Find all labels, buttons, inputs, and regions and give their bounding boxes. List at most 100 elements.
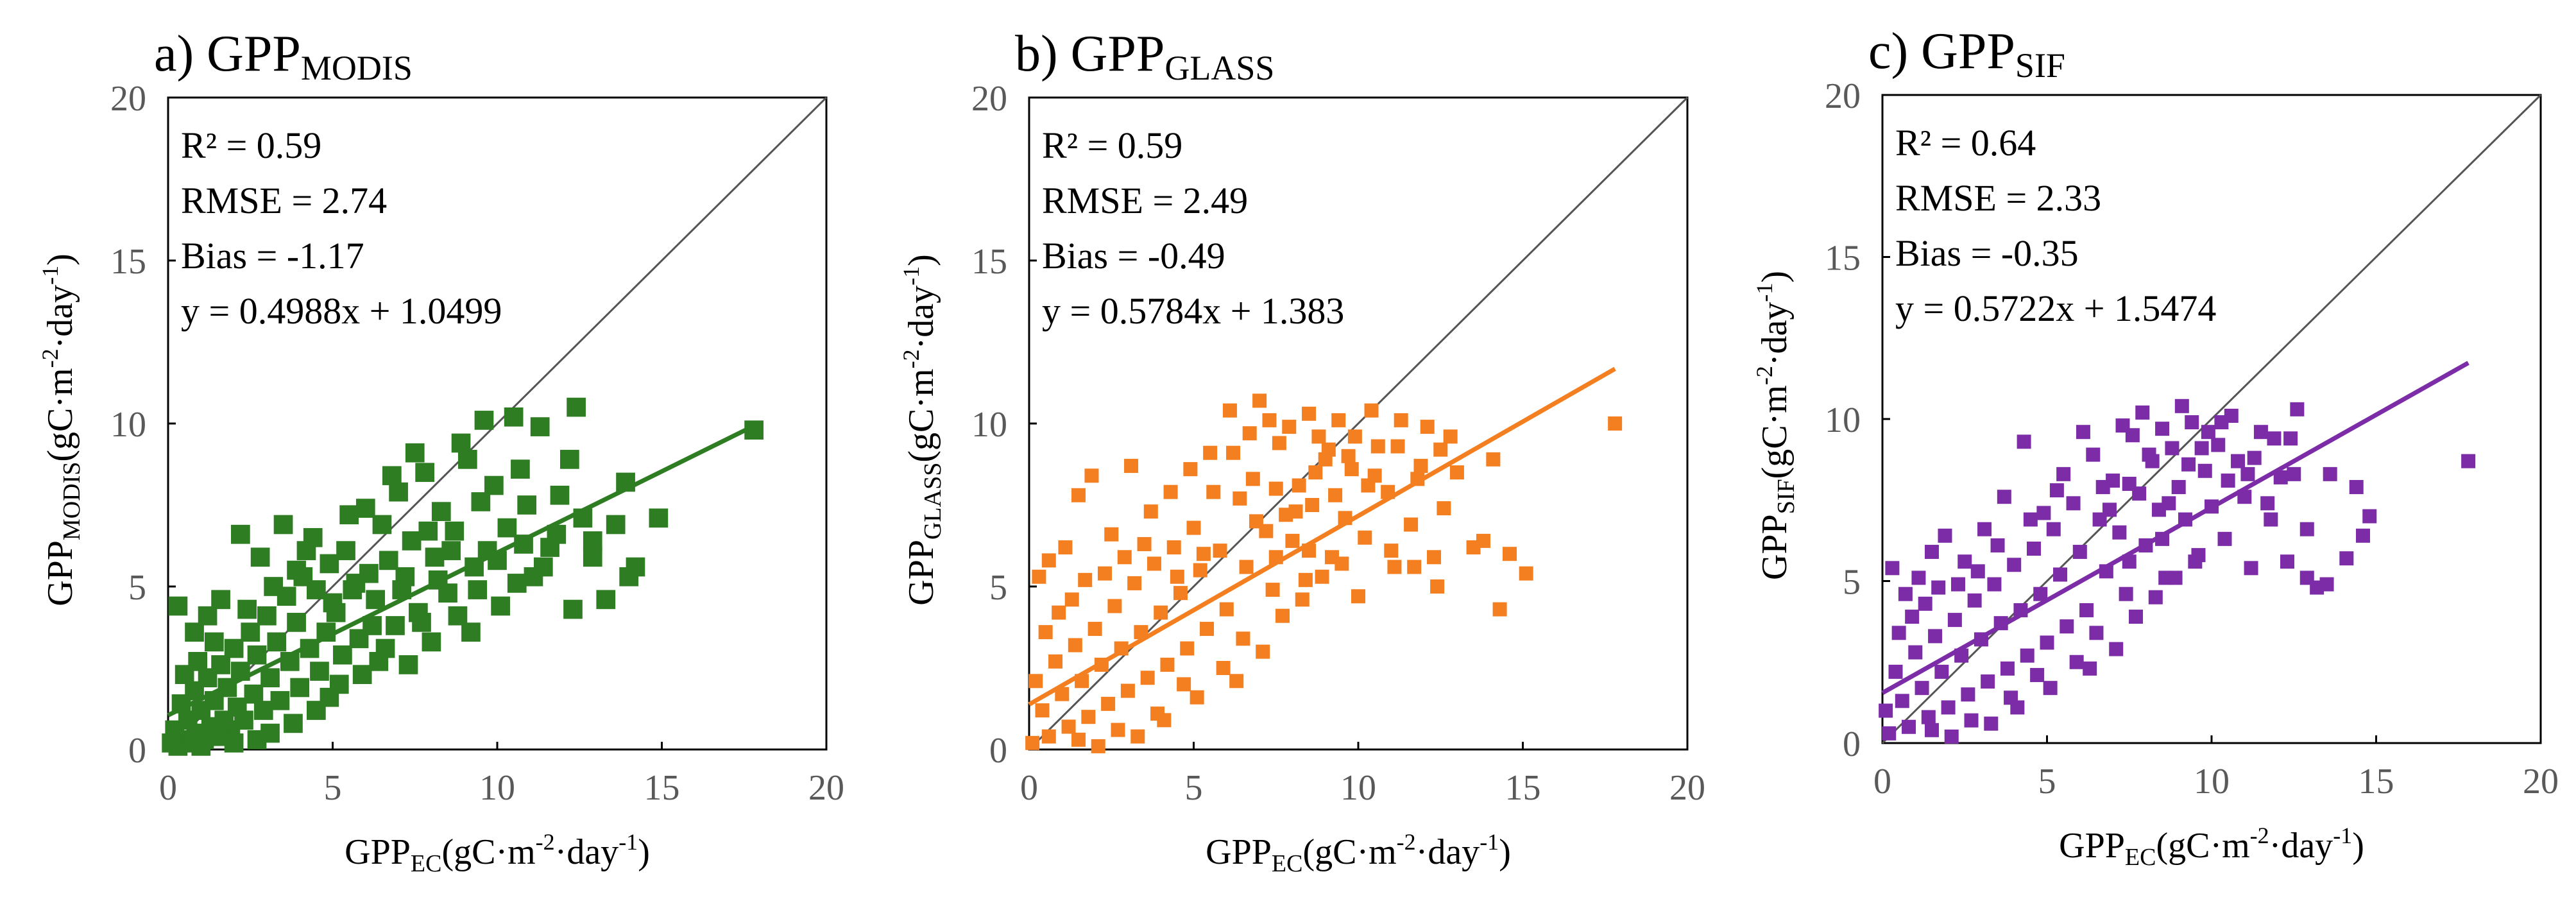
data-point — [1347, 429, 1362, 444]
data-point — [2267, 431, 2282, 446]
x-tick-label: 0 — [1873, 762, 1891, 801]
data-point — [2299, 522, 2314, 536]
data-point — [2461, 454, 2476, 468]
x-tick-label: 5 — [2038, 762, 2056, 801]
data-point — [1104, 527, 1119, 542]
data-point — [1186, 520, 1201, 535]
data-point — [1519, 566, 1533, 581]
data-point — [1918, 596, 1932, 611]
data-point — [1140, 671, 1155, 685]
data-point — [1950, 577, 1965, 592]
data-point — [2355, 528, 2370, 543]
data-point — [563, 599, 583, 619]
data-point — [1331, 413, 1346, 427]
data-point — [1430, 579, 1445, 594]
data-point — [1351, 589, 1365, 604]
data-point — [451, 433, 471, 453]
data-point — [1111, 723, 1125, 737]
data-point — [1268, 481, 1283, 496]
data-point — [1308, 465, 1323, 480]
data-point — [1219, 602, 1234, 617]
data-point — [1938, 528, 1952, 543]
data-point — [1315, 569, 1329, 584]
data-point — [1486, 452, 1501, 467]
data-point — [2323, 467, 2337, 481]
data-point — [1898, 586, 1913, 601]
y-tick-label: 20 — [971, 79, 1007, 119]
data-point — [320, 554, 339, 574]
data-point — [2122, 477, 2137, 491]
data-point — [290, 678, 310, 698]
data-point — [422, 632, 441, 652]
data-point — [247, 645, 267, 665]
data-point — [1200, 622, 1215, 637]
data-point — [389, 482, 408, 502]
data-point — [583, 531, 602, 551]
data-point — [1885, 561, 1900, 576]
data-point — [2142, 447, 2156, 462]
data-point — [2201, 425, 2215, 440]
data-point — [1967, 593, 1982, 608]
data-point — [2211, 438, 2226, 452]
data-point — [237, 599, 257, 619]
data-point — [1961, 687, 1975, 702]
y-tick-label: 5 — [989, 568, 1007, 608]
data-point — [1449, 465, 1464, 480]
data-point — [2043, 681, 2058, 696]
data-point — [1154, 605, 1168, 620]
data-point — [1298, 572, 1313, 587]
data-point — [1934, 664, 1949, 679]
data-point — [484, 475, 504, 495]
data-point — [1413, 459, 1428, 474]
data-point — [284, 714, 303, 733]
data-point — [257, 606, 277, 626]
data-point — [649, 508, 669, 528]
data-point — [1921, 710, 1936, 724]
data-point — [1902, 719, 1916, 734]
data-point — [1328, 488, 1343, 502]
data-point — [2102, 502, 2117, 517]
data-point — [1229, 674, 1244, 689]
data-point — [1206, 484, 1221, 499]
data-point — [1055, 687, 1070, 701]
data-point — [2000, 661, 2015, 676]
data-point — [1997, 490, 2011, 504]
data-point — [1025, 735, 1040, 750]
data-point — [1492, 602, 1507, 617]
data-point — [1984, 716, 1999, 731]
data-point — [1358, 530, 1372, 545]
x-axis-label: GPPEC(gC·m-2·day-1) — [345, 829, 650, 877]
data-point — [1302, 406, 1317, 421]
chart-panel-2: b) GPPGLASS 0 5 10 15 20 0 5 10 15 20 GPPEC(gC·m-2·… — [898, 26, 1705, 877]
regression-line — [1881, 361, 2469, 695]
data-point — [2060, 619, 2074, 634]
stats-annotation: R² = 0.59 — [181, 124, 321, 166]
data-point — [369, 651, 389, 671]
data-point — [1905, 610, 1920, 624]
y-tick-label: 0 — [1843, 724, 1861, 764]
x-tick-label: 5 — [324, 768, 342, 808]
x-axis-label: GPPEC(gC·m-2·day-1) — [1206, 829, 1511, 877]
data-point — [1163, 484, 1178, 499]
data-point — [287, 560, 306, 580]
y-tick-label: 0 — [989, 731, 1007, 771]
data-point — [224, 638, 244, 658]
data-point — [1084, 468, 1099, 483]
data-point — [191, 737, 211, 756]
data-point — [1608, 416, 1623, 431]
data-point — [1160, 657, 1175, 672]
data-point — [1292, 478, 1306, 493]
data-point — [2020, 648, 2034, 663]
data-point — [2033, 586, 2048, 601]
data-point — [231, 524, 250, 544]
data-point — [1295, 592, 1309, 607]
x-tick-label: 15 — [644, 768, 680, 808]
y-axis-label: GPPGLASS(gC·m-2·day-1) — [898, 254, 946, 606]
data-point — [386, 616, 405, 635]
data-point — [1134, 625, 1148, 640]
data-point — [1256, 644, 1270, 659]
data-point — [1120, 683, 1135, 698]
x-tick-label: 0 — [159, 768, 177, 808]
data-point — [352, 665, 372, 685]
data-point — [1147, 556, 1161, 571]
